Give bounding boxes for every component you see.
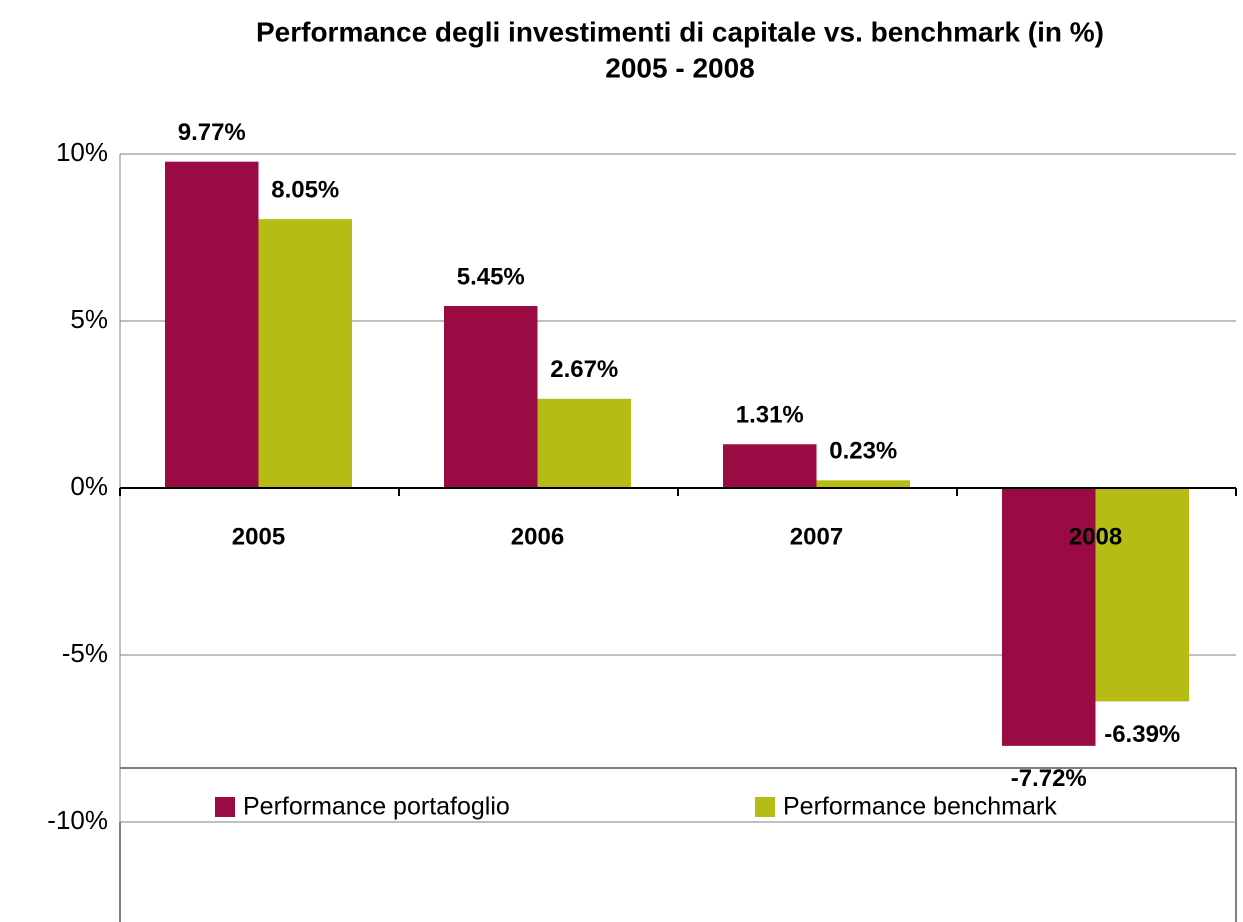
x-tick-label: 2005 — [232, 523, 285, 550]
legend-box — [119, 767, 1237, 922]
data-label: 9.77% — [178, 119, 246, 146]
data-label: 8.05% — [271, 176, 339, 203]
legend-swatch — [215, 797, 235, 817]
data-label: -6.39% — [1104, 721, 1180, 748]
bar — [165, 161, 259, 488]
bar — [816, 480, 910, 488]
bar — [723, 444, 817, 488]
y-tick-label: -10% — [47, 805, 108, 835]
data-label: 2.67% — [550, 356, 618, 383]
x-tick-label: 2007 — [790, 523, 843, 550]
legend-swatch — [755, 797, 775, 817]
data-label: -7.72% — [1011, 765, 1087, 792]
legend-label: Performance benchmark — [783, 793, 1057, 821]
bar — [258, 219, 352, 488]
legend-label: Performance portafoglio — [243, 793, 510, 821]
data-label: 5.45% — [457, 263, 525, 290]
data-label: 1.31% — [736, 402, 804, 429]
x-tick-label: 2008 — [1069, 523, 1122, 550]
y-tick-label: 10% — [56, 137, 108, 167]
y-tick-label: 5% — [70, 304, 108, 334]
bar — [1002, 488, 1096, 746]
chart-title: Performance degli investimenti di capita… — [256, 16, 1104, 47]
bar — [444, 305, 538, 488]
data-label: 0.23% — [829, 438, 897, 465]
chart-subtitle: 2005 - 2008 — [605, 52, 754, 83]
bar — [1095, 488, 1189, 702]
y-tick-label: -5% — [62, 638, 108, 668]
bar — [537, 398, 631, 488]
y-tick-label: 0% — [70, 471, 108, 501]
x-tick-label: 2006 — [511, 523, 564, 550]
